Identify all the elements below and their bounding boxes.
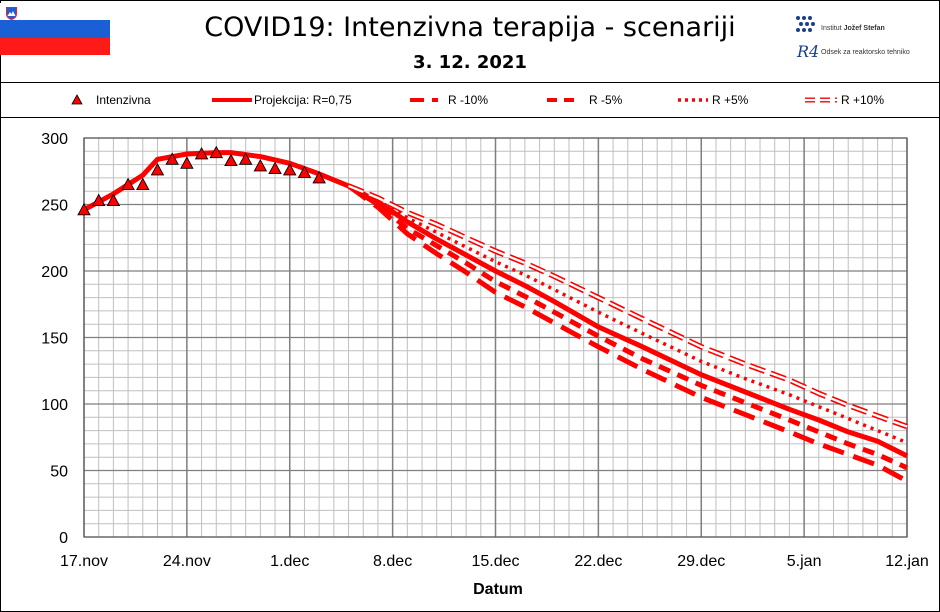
header-divider bbox=[0, 82, 940, 83]
observed-point bbox=[194, 147, 209, 160]
legend-label-plus10: R +10% bbox=[841, 93, 885, 107]
line-chart: 0 50 100 150 200 250 300 17.nov 24.nov 1.dec 8.de… bbox=[41, 131, 929, 598]
series-line-r-10--inner bbox=[348, 184, 908, 428]
legend-label-projection: Projekcija: R=0,75 bbox=[254, 93, 352, 107]
y-axis-ticks: 0 50 100 150 200 250 300 bbox=[41, 131, 68, 547]
institute-logo: Institut Jožef Stefan R4 Odsek za reakto… bbox=[793, 14, 933, 64]
x-tick-label: 12.jan bbox=[885, 553, 929, 570]
x-axis-ticks: 17.nov 24.nov 1.dec 8.dec 15.dec 22.dec 29.dec… bbox=[60, 553, 929, 570]
department-name: Odsek za reaktorsko tehniko bbox=[821, 49, 910, 56]
observed-point bbox=[180, 156, 194, 169]
observed-point bbox=[121, 177, 135, 191]
x-tick-label: 5.jan bbox=[787, 553, 822, 570]
y-tick-label: 300 bbox=[41, 131, 68, 148]
legend-divider bbox=[0, 117, 940, 118]
observed-markers bbox=[77, 145, 326, 216]
legend-triangle-marker bbox=[71, 94, 83, 105]
observed-point bbox=[297, 165, 312, 179]
legend-label-observed: Intenzivna bbox=[96, 93, 151, 107]
grid-major bbox=[83, 137, 908, 538]
legend: Intenzivna Projekcija: R=0,75 R -10% R -… bbox=[0, 84, 940, 116]
x-tick-label: 17.nov bbox=[60, 553, 108, 570]
series-line-r-5- bbox=[347, 183, 909, 471]
series-line-projekcija-r-0-75 bbox=[82, 150, 909, 459]
observed-point bbox=[106, 193, 121, 206]
legend-double-line bbox=[805, 97, 837, 103]
x-tick-label: 29.dec bbox=[677, 553, 725, 570]
x-tick-label: 22.dec bbox=[574, 553, 622, 570]
x-tick-label: 8.dec bbox=[373, 553, 412, 570]
plot-area-border bbox=[83, 137, 908, 538]
observed-point bbox=[238, 152, 253, 165]
observed-point bbox=[253, 158, 268, 172]
legend-label-minus10: R -10% bbox=[448, 93, 489, 107]
observed-point bbox=[312, 170, 326, 184]
r4-logo: R4 bbox=[797, 42, 820, 61]
series-line-r-5- bbox=[347, 184, 908, 445]
plot-border bbox=[83, 137, 908, 538]
legend-label-plus5: R +5% bbox=[712, 93, 749, 107]
x-tick-label: 15.dec bbox=[471, 553, 519, 570]
institute-name: Institut Jožef Stefan bbox=[821, 25, 885, 32]
institute-dots-icon bbox=[796, 16, 815, 32]
observed-point bbox=[209, 145, 224, 159]
chart-date: 3. 12. 2021 bbox=[413, 52, 527, 73]
observed-point bbox=[91, 193, 106, 206]
y-tick-label: 250 bbox=[41, 198, 68, 215]
legend-dash-line bbox=[547, 98, 581, 102]
observed-point bbox=[77, 202, 91, 216]
y-tick-label: 50 bbox=[50, 464, 68, 481]
observed-point bbox=[224, 153, 238, 167]
y-tick-label: 150 bbox=[41, 331, 68, 348]
legend-longdash-line bbox=[410, 98, 438, 102]
y-tick-label: 0 bbox=[59, 530, 68, 547]
legend-label-minus5: R -5% bbox=[589, 93, 623, 107]
coat-of-arms-icon bbox=[6, 7, 17, 20]
x-tick-label: 1.dec bbox=[270, 553, 309, 570]
observed-point bbox=[150, 162, 165, 176]
observed-point bbox=[282, 162, 297, 176]
legend-solid-line bbox=[212, 98, 252, 102]
observed-point bbox=[165, 152, 179, 165]
x-axis-label: Datum bbox=[473, 581, 523, 598]
observed-point bbox=[268, 161, 282, 175]
x-tick-label: 24.nov bbox=[163, 553, 211, 570]
series-line-r-10- bbox=[347, 183, 909, 484]
legend-dotted-line bbox=[678, 98, 708, 102]
slovenia-flag bbox=[0, 3, 110, 55]
observed-point bbox=[136, 177, 150, 191]
chart-title: COVID19: Intenzivna terapija - scenariji bbox=[204, 12, 736, 43]
y-tick-label: 100 bbox=[41, 397, 68, 414]
y-tick-label: 200 bbox=[41, 264, 68, 281]
series-lines bbox=[82, 150, 909, 484]
